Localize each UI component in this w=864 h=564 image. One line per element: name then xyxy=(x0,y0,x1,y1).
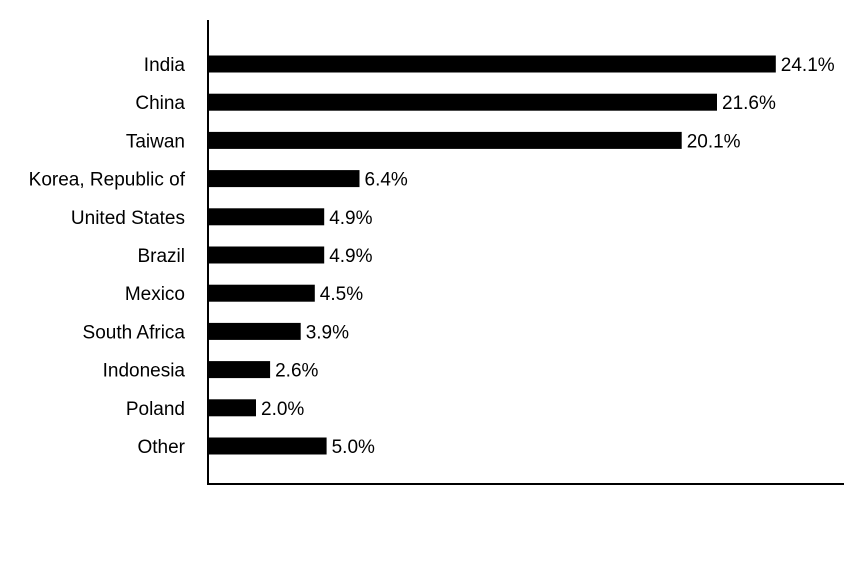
value-label: 5.0% xyxy=(332,437,375,458)
category-label: United States xyxy=(71,208,185,229)
value-label: 2.0% xyxy=(261,399,304,420)
category-label: Korea, Republic of xyxy=(29,170,186,191)
bar xyxy=(209,437,327,455)
bar xyxy=(209,322,301,340)
value-label: 3.9% xyxy=(306,322,349,343)
category-label: Other xyxy=(137,437,185,458)
bar xyxy=(209,399,256,417)
category-label: South Africa xyxy=(83,322,186,343)
bar xyxy=(209,208,325,226)
bar xyxy=(209,246,325,264)
category-label: Poland xyxy=(126,399,185,420)
value-label: 4.5% xyxy=(320,284,363,305)
category-label: Taiwan xyxy=(126,131,185,152)
value-label: 4.9% xyxy=(329,246,372,267)
bars-group xyxy=(209,55,776,455)
value-label: 21.6% xyxy=(722,93,776,114)
value-label: 2.6% xyxy=(275,361,318,382)
category-label: Mexico xyxy=(125,284,185,305)
bar xyxy=(209,55,776,73)
bar xyxy=(209,170,360,188)
category-label: India xyxy=(144,55,186,76)
value-label: 6.4% xyxy=(365,170,408,191)
bar xyxy=(209,93,717,111)
bar xyxy=(209,131,682,149)
category-label: Indonesia xyxy=(103,361,186,382)
category-labels-group: India China Taiwan Korea, Republic of United… xyxy=(29,55,186,458)
bar xyxy=(209,284,315,302)
value-label: 4.9% xyxy=(329,208,372,229)
category-label: Brazil xyxy=(137,246,185,267)
bar xyxy=(209,361,271,379)
value-labels-group: 24.1%21.6% 20.1% 6.4% 4.9% 4.9% 4.5% 3.9% 2.6% 2… xyxy=(261,55,835,458)
category-label: China xyxy=(135,93,185,114)
value-label: 24.1% xyxy=(781,55,835,76)
value-label: 20.1% xyxy=(687,131,741,152)
